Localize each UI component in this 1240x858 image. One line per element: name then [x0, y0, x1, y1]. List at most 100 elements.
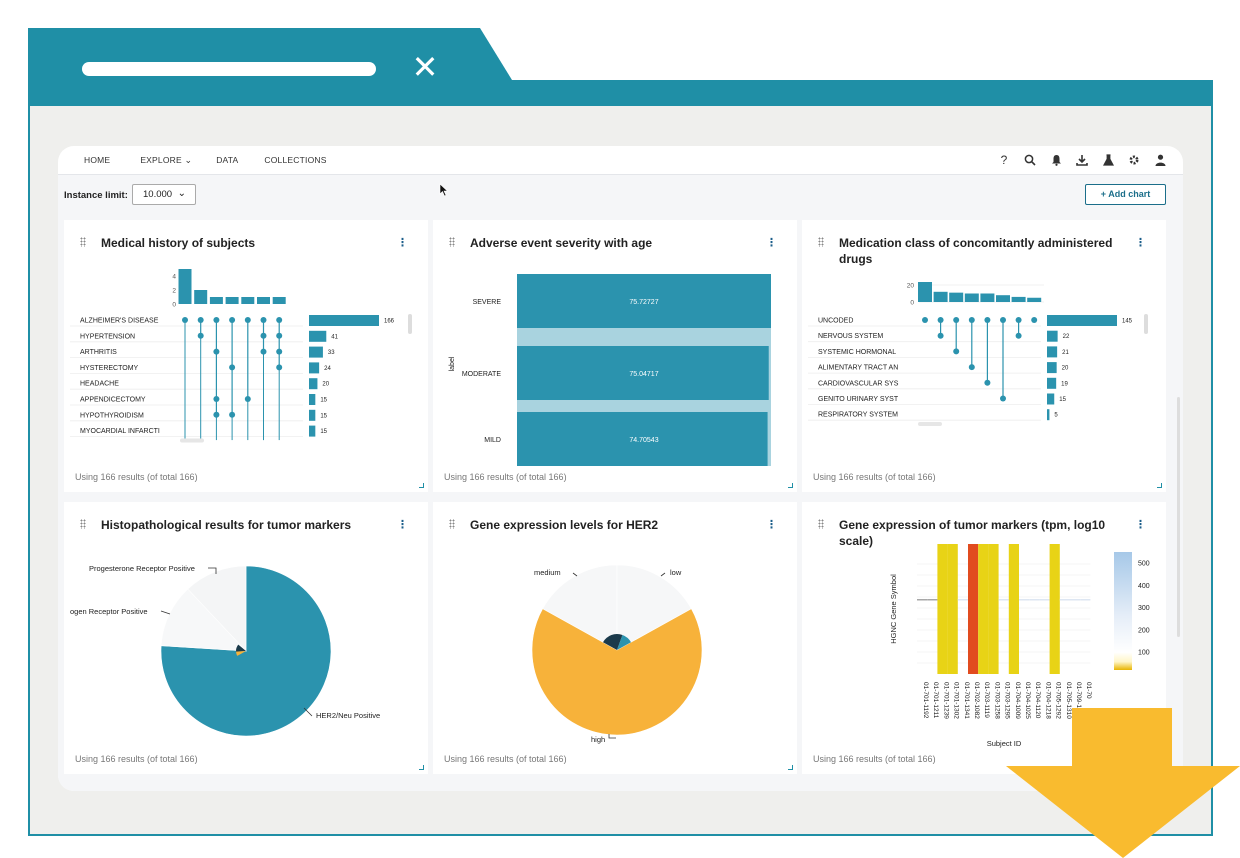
instance-limit-value: 10.000: [143, 189, 173, 200]
scrollbar[interactable]: [1177, 397, 1180, 637]
heatmap-cell: [1008, 544, 1019, 674]
x-tick-label: 01-705-1292: [1055, 682, 1062, 719]
matrix-dot: [244, 396, 251, 402]
address-bar[interactable]: [82, 62, 376, 76]
matrix-dot: [213, 317, 220, 323]
pie-leader: [608, 734, 616, 739]
drag-handle-icon[interactable]: [449, 237, 455, 247]
upset-chart: 0204060UNCODED145NERVOUS SYSTEM22SYSTEMI…: [808, 282, 1148, 427]
pie-leader: [208, 567, 217, 574]
set-size-bar: [1047, 346, 1058, 358]
pie-label: ogen Receptor Positive: [70, 607, 148, 616]
gear-icon[interactable]: [1121, 152, 1147, 168]
matrix-dot: [1015, 332, 1022, 339]
heatmap-cell: [937, 544, 948, 674]
set-size-label: 15: [320, 429, 327, 435]
resize-handle-icon[interactable]: [419, 765, 424, 770]
download-icon[interactable]: [1069, 152, 1095, 168]
y-axis-label: label: [449, 356, 456, 371]
nav-collections[interactable]: COLLECTIONS: [264, 155, 327, 165]
flask-icon[interactable]: [1095, 152, 1121, 168]
set-size-bar: [309, 378, 318, 390]
resize-handle-icon[interactable]: [788, 483, 793, 488]
severity-bar: [517, 274, 771, 328]
pie-leader: [160, 610, 171, 615]
matrix-dot: [197, 332, 204, 339]
search-icon[interactable]: [1017, 152, 1043, 168]
pie-leader: [572, 572, 578, 577]
heatmap-cell: [957, 599, 968, 601]
y-tick-label: 0: [910, 300, 914, 307]
set-size-bar: [309, 330, 327, 342]
set-label: GENITO URINARY SYST: [818, 396, 899, 403]
card-footer: Using 166 results (of total 166): [813, 472, 936, 482]
set-size-label: 24: [324, 366, 331, 372]
x-tick-label: 01-703-1119: [983, 682, 990, 718]
heatmap-cell: [1049, 544, 1060, 674]
x-tick-label: 01-703-1295: [1004, 682, 1011, 719]
add-chart-button[interactable]: + Add chart: [1085, 184, 1166, 205]
y-tick-label: 4: [172, 274, 176, 281]
resize-handle-icon[interactable]: [788, 765, 793, 770]
close-tab-icon[interactable]: ✕: [411, 49, 439, 85]
instance-limit-select[interactable]: 10.000 ⌄: [132, 184, 196, 205]
chart-card-medication-class: Medication class of concomitantly admini…: [802, 220, 1166, 492]
intersection-bar: [980, 293, 995, 302]
nav-explore[interactable]: EXPLORE ⌄: [140, 155, 192, 166]
matrix-dot: [244, 317, 251, 323]
help-icon[interactable]: ?: [1000, 153, 1008, 167]
matrix-dot: [260, 348, 267, 355]
drag-handle-icon[interactable]: [80, 519, 86, 529]
more-options-icon[interactable]: ⋮: [397, 237, 408, 249]
pie-label: medium: [534, 568, 561, 577]
set-label: ARTHRITIS: [80, 349, 117, 356]
bell-icon[interactable]: [1043, 152, 1069, 168]
resize-handle-icon[interactable]: [1157, 483, 1162, 488]
x-tick-label: 01-701-1192: [922, 682, 929, 719]
matrix-dot: [937, 332, 944, 339]
more-options-icon[interactable]: ⋮: [1135, 237, 1146, 249]
drag-handle-icon[interactable]: [818, 237, 824, 247]
set-size-bar: [1047, 362, 1057, 374]
y-tick-label: 0: [172, 302, 176, 309]
matrix-dot: [229, 364, 236, 371]
set-size-label: 5: [1054, 413, 1058, 419]
pie-slice: [187, 565, 247, 652]
intersection-bar: [1027, 297, 1042, 302]
intersection-bar: [178, 269, 192, 304]
chart-card-adverse-events: Adverse event severity with age ⋮ SEVERE…: [433, 220, 797, 492]
set-label: HYPERTENSION: [80, 333, 135, 340]
colorbar-tick-label: 400: [1138, 583, 1150, 590]
intersection-bar: [272, 297, 286, 304]
set-label: HYPOTHYROIDISM: [80, 412, 144, 419]
resize-handle-icon[interactable]: [419, 483, 424, 488]
drag-handle-icon[interactable]: [80, 237, 86, 247]
more-options-icon[interactable]: ⋮: [1135, 519, 1146, 531]
more-options-icon[interactable]: ⋮: [397, 519, 408, 531]
heatmap-cell: [1019, 599, 1030, 601]
set-size-label: 21: [1062, 350, 1069, 356]
heatmap-cell: [998, 599, 1009, 601]
x-tick-label: 01-70: [1085, 682, 1092, 699]
scroll-down-arrow-icon: [1006, 708, 1240, 858]
matrix-dot: [922, 317, 928, 323]
matrix-dot: [276, 364, 283, 371]
nav-explore-label: EXPLORE: [140, 154, 182, 165]
more-options-icon[interactable]: ⋮: [766, 519, 777, 531]
intersection-bar: [257, 297, 270, 304]
nav-home[interactable]: HOME: [84, 155, 111, 165]
more-options-icon[interactable]: ⋮: [766, 237, 777, 249]
matrix-dot: [276, 317, 283, 323]
x-tick-label: 01-709-1081: [1075, 682, 1082, 719]
instance-limit-label: Instance limit:: [64, 190, 128, 201]
y-tick-label: 20: [907, 283, 915, 290]
drag-handle-icon[interactable]: [449, 519, 455, 529]
set-size-label: 33: [328, 350, 335, 356]
nav-data[interactable]: DATA: [216, 155, 239, 165]
pie-leader: [303, 707, 313, 717]
user-icon[interactable]: [1147, 152, 1173, 168]
pie-slice: [531, 608, 703, 736]
matrix-dot: [984, 317, 991, 323]
x-tick-label: 01-701-1239: [942, 682, 949, 719]
drag-handle-icon[interactable]: [818, 519, 824, 529]
